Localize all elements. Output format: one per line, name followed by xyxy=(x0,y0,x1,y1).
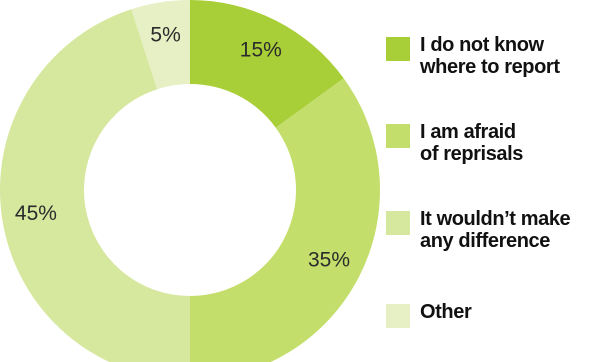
legend-label: It wouldn’t make any difference xyxy=(420,208,571,252)
slice-value-label: 5% xyxy=(150,23,180,46)
legend-swatch xyxy=(386,37,410,61)
slice-value-label: 45% xyxy=(15,202,57,225)
legend-label: I do not know where to report xyxy=(420,34,560,78)
slice-value-label: 35% xyxy=(308,248,350,271)
legend-label: I am afraid of reprisals xyxy=(420,121,524,165)
legend-swatch xyxy=(386,211,410,235)
donut-chart: 15% 35% 45% 5% xyxy=(0,0,380,362)
donut-slice xyxy=(190,0,344,128)
legend-swatch xyxy=(386,124,410,148)
slice-value-label: 15% xyxy=(240,39,282,62)
legend-swatch xyxy=(386,304,410,328)
legend-label: Other xyxy=(420,301,472,323)
legend: I do not know where to report I am afrai… xyxy=(386,0,594,362)
donut-slice xyxy=(190,78,380,362)
donut-slice xyxy=(131,0,190,90)
donut-slice xyxy=(0,9,190,362)
